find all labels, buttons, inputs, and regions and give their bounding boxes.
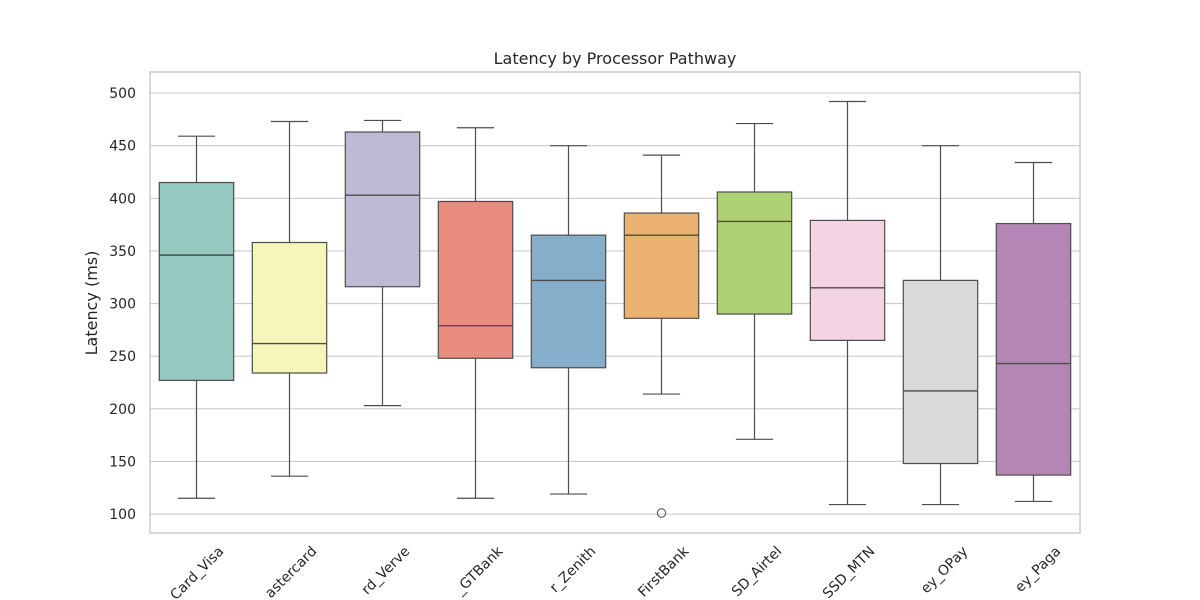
x-tick-label: r_Zenith [547, 544, 599, 596]
y-tick-label: 200 [109, 402, 136, 418]
x-tick-label: _GTBank [451, 543, 507, 599]
x-tick-label: ey_OPay [918, 544, 971, 597]
chart-title: Latency by Processor Pathway [494, 49, 737, 68]
iqr-box [716, 191, 793, 315]
x-tick-label: ey_Paga [1012, 544, 1064, 596]
box-group [530, 145, 607, 495]
box-group [809, 100, 886, 506]
outlier-point [656, 508, 667, 518]
iqr-box [809, 219, 886, 341]
box-group [437, 127, 514, 499]
iqr-box [530, 234, 607, 369]
y-tick-label: 500 [109, 86, 136, 102]
x-tick-label: astercard [262, 544, 320, 600]
iqr-box [344, 131, 421, 288]
box-group [623, 154, 700, 518]
box-group [716, 122, 793, 440]
iqr-box [623, 212, 700, 319]
box-group [344, 119, 421, 407]
y-tick-label: 350 [109, 244, 136, 260]
y-axis-label: Latency (ms) [82, 251, 101, 356]
iqr-box [251, 241, 328, 374]
y-tick-label: 300 [109, 297, 136, 313]
box-group [251, 120, 328, 477]
y-tick-label: 400 [109, 191, 136, 207]
y-tick-label: 250 [109, 349, 136, 365]
plot-frame [149, 71, 1081, 534]
box-group [158, 135, 235, 499]
y-tick-label: 100 [109, 507, 136, 523]
box-group [995, 161, 1072, 503]
x-tick-label: FirstBank [635, 543, 693, 600]
x-tick-label: SD_Airtel [729, 544, 785, 600]
y-tick-labels: 100 150 200 250 300 350 400 450 500 [109, 86, 136, 523]
x-tick-label: Card_Visa [167, 544, 227, 600]
boxes [158, 100, 1072, 518]
iqr-box [902, 279, 979, 465]
x-tick-labels: Card_Visa astercard rd_Verve _GTBank r_Zenit… [167, 543, 1064, 600]
y-tick-label: 450 [109, 139, 136, 155]
y-tick-label: 150 [109, 454, 136, 470]
iqr-box [158, 181, 235, 381]
iqr-box [437, 200, 514, 359]
iqr-box [995, 222, 1072, 476]
x-tick-label: rd_Verve [359, 544, 414, 599]
box-group [902, 145, 979, 506]
x-tick-label: SSD_MTN [820, 544, 878, 600]
